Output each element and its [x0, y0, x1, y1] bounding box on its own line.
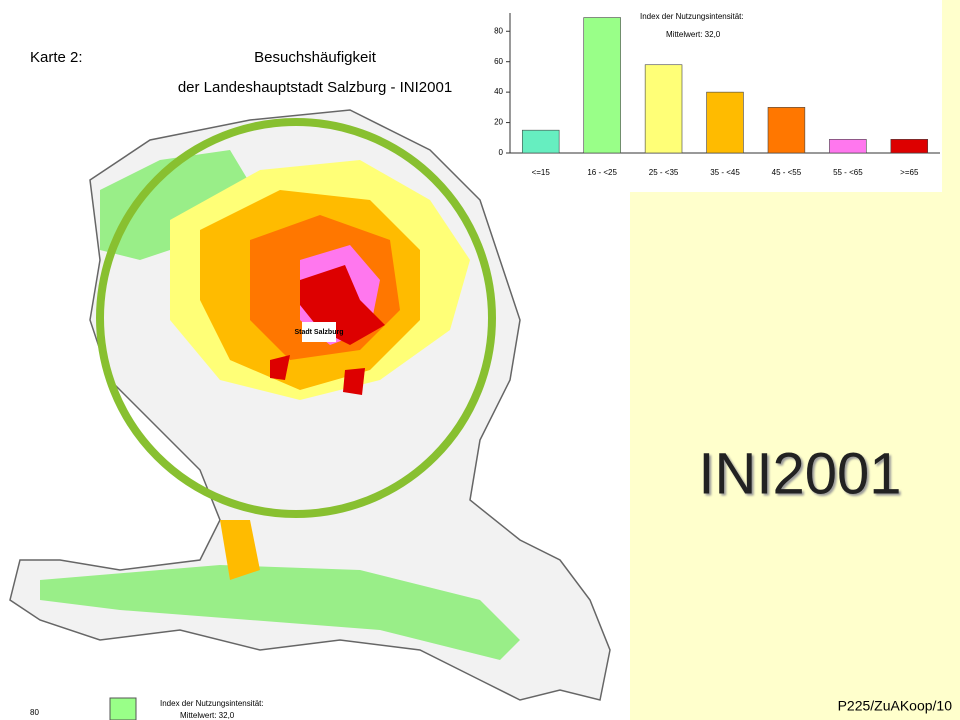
y-tick-label: 0: [499, 148, 504, 157]
slide-title: INI2001: [698, 441, 901, 506]
bar: [644, 64, 683, 154]
legend-title: Index der Nutzungsintensität:: [160, 699, 264, 708]
region: [40, 565, 520, 660]
x-tick-label: <=15: [532, 168, 551, 177]
region: [270, 355, 290, 380]
map-subtitle: der Landeshauptstadt Salzburg - INI2001: [178, 79, 452, 96]
legend-bar: [109, 697, 137, 720]
bar: [521, 129, 560, 154]
y-tick-label: 40: [494, 87, 503, 96]
x-tick-label: >=65: [900, 168, 919, 177]
x-tick-label: 35 - <45: [710, 168, 740, 177]
chart-subtitle: Mittelwert: 32,0: [666, 30, 721, 39]
map-title: Besuchshäufigkeit: [254, 49, 377, 66]
highlight-circle: [96, 118, 496, 518]
x-tick-label: 25 - <35: [649, 168, 679, 177]
bar: [706, 91, 744, 154]
legend-tick: 80: [30, 708, 39, 717]
region: [343, 368, 365, 395]
y-tick-label: 80: [494, 26, 503, 35]
region: [220, 520, 260, 580]
footer: P225/ZuAKoop/10: [838, 698, 953, 714]
bar: [890, 139, 929, 154]
x-tick-label: 45 - <55: [772, 168, 802, 177]
chart-annotation: Index der Nutzungsintensität:: [640, 12, 744, 21]
y-tick-label: 20: [494, 118, 503, 127]
city-label-box: [302, 322, 336, 342]
bar: [583, 17, 621, 154]
inset-chart: Index der Nutzungsintensität: Mittelwert…: [494, 12, 940, 177]
x-tick-label: 55 - <65: [833, 168, 863, 177]
bar: [829, 139, 867, 154]
bar: [767, 107, 806, 154]
y-tick-label: 60: [494, 57, 503, 66]
region: [100, 150, 260, 260]
legend-mean: Mittelwert: 32,0: [180, 711, 235, 720]
city-label: Stadt Salzburg: [294, 329, 343, 336]
map-label: Karte 2:: [30, 49, 83, 66]
x-tick-label: 16 - <25: [587, 168, 617, 177]
